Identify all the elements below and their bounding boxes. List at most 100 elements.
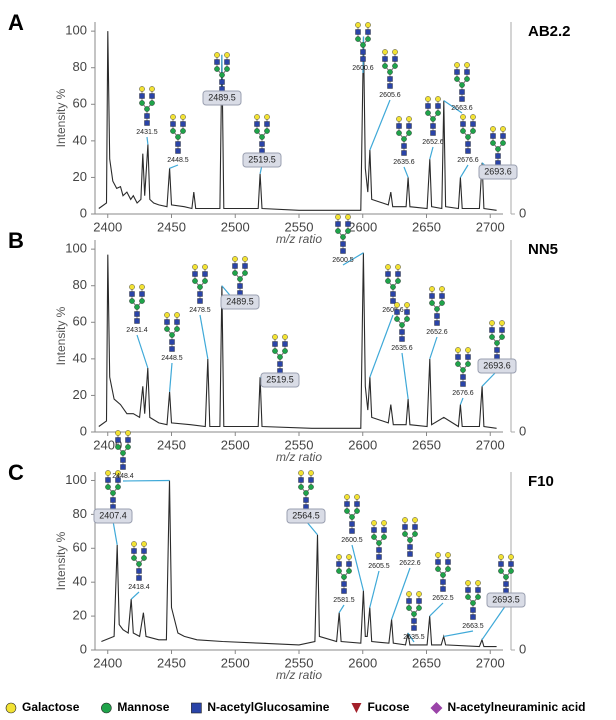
glcnac-symbol	[411, 618, 417, 624]
sugar-symbol	[381, 534, 387, 540]
peak-label: 2676.6	[457, 157, 479, 164]
sugar-symbol	[139, 86, 145, 92]
glycan-icon	[214, 52, 230, 92]
glcnac-symbol	[376, 547, 382, 553]
sugar-symbol	[308, 470, 314, 476]
x-tick-label: 2400	[93, 219, 122, 234]
panel-name: AB2.2	[528, 23, 571, 40]
sugar-symbol	[416, 605, 422, 611]
peak-label: 2407.4	[99, 510, 127, 520]
peak-label: 2448.5	[167, 157, 189, 164]
glycan-icon	[355, 22, 371, 62]
sugar-symbol	[174, 312, 180, 318]
leader-line	[136, 334, 149, 369]
sugar-symbol	[115, 430, 121, 436]
x-tick-label: 2400	[93, 655, 122, 670]
x-axis-label: m/z ratio	[276, 232, 322, 246]
glycan-icon	[490, 126, 506, 166]
sugar-symbol	[489, 320, 495, 326]
glycan-icon	[455, 347, 471, 387]
glcnac-symbol	[434, 320, 440, 326]
y-tick-label: 60	[73, 314, 87, 329]
glcnac-symbol	[385, 271, 391, 277]
glcnac-symbol	[401, 150, 407, 156]
sugar-symbol	[399, 322, 405, 328]
sugar-symbol	[224, 66, 230, 72]
glcnac-symbol	[454, 69, 460, 75]
glcnac-symbol	[429, 293, 435, 299]
glcnac-symbol	[264, 121, 270, 127]
sugar-symbol	[392, 49, 398, 55]
sugar-symbol	[164, 326, 170, 332]
x-tick-label: 2600	[348, 655, 377, 670]
x-axis-label: m/z ratio	[276, 450, 322, 464]
glycan-icon	[394, 302, 410, 342]
sugar-symbol	[490, 126, 496, 132]
leader-line	[429, 146, 434, 160]
sugar-symbol	[298, 470, 304, 476]
sugar-symbol	[381, 520, 387, 526]
x-axis-label: m/z ratio	[276, 668, 322, 682]
glcnac-symbol	[344, 501, 350, 507]
peak-label: 2635.6	[393, 159, 415, 166]
sugar-symbol	[475, 594, 481, 600]
sugar-symbol	[259, 134, 265, 140]
sugar-symbol	[464, 62, 470, 68]
glycan-icon	[139, 86, 155, 126]
y-tick-label: 100	[65, 241, 87, 256]
sugar-symbol	[412, 517, 418, 523]
glcnac-symbol	[399, 336, 405, 342]
sugar-symbol	[402, 531, 408, 537]
sugar-symbol	[115, 444, 121, 450]
sugar-symbol	[149, 100, 155, 106]
glycan-icon	[402, 517, 418, 557]
sugar-symbol	[277, 354, 283, 360]
glycan-icon	[164, 312, 180, 352]
y-tick-label: 20	[73, 387, 87, 402]
glcnac-symbol	[105, 477, 111, 483]
sugar-symbol	[355, 36, 361, 42]
peak-label: 2478.5	[189, 307, 211, 314]
sugar-symbol	[459, 82, 465, 88]
glcnac-symbol	[390, 298, 396, 304]
glcnac-symbol	[139, 291, 145, 297]
glcnac-symbol	[392, 56, 398, 62]
sugar-symbol	[336, 568, 342, 574]
leader-line	[351, 544, 364, 591]
glycan-icon	[429, 286, 445, 326]
sugar-symbol	[115, 484, 121, 490]
glcnac-symbol	[259, 141, 265, 147]
label-box	[220, 294, 260, 310]
glcnac-symbol	[115, 477, 121, 483]
legend-symbol	[351, 703, 362, 713]
x-tick-label: 2550	[285, 219, 314, 234]
glcnac-symbol	[197, 298, 203, 304]
sugar-symbol	[264, 128, 270, 134]
sugar-symbol	[470, 114, 476, 120]
glycan-icon	[254, 114, 270, 154]
glcnac-symbol	[169, 339, 175, 345]
glcnac-symbol	[500, 133, 506, 139]
sugar-symbol	[170, 128, 176, 134]
sugar-symbol	[129, 284, 135, 290]
peak-label: 2489.5	[226, 296, 254, 306]
glcnac-symbol	[465, 141, 471, 147]
glcnac-symbol	[503, 581, 509, 587]
glcnac-symbol	[402, 524, 408, 530]
sugar-symbol	[365, 22, 371, 28]
peak-label: 2600.5	[341, 537, 363, 544]
glcnac-symbol	[455, 354, 461, 360]
glcnac-symbol	[401, 143, 407, 149]
sugar-symbol	[435, 566, 441, 572]
peak-label: 2635.6	[391, 345, 413, 352]
sugar-symbol	[298, 484, 304, 490]
sugar-symbol	[401, 136, 407, 142]
glcnac-symbol	[490, 133, 496, 139]
glcnac-symbol	[440, 579, 446, 585]
sugar-symbol	[499, 334, 505, 340]
peak-label: 2489.5	[208, 92, 236, 102]
glcnac-symbol	[120, 464, 126, 470]
sugar-symbol	[402, 517, 408, 523]
glcnac-symbol	[272, 341, 278, 347]
x-tick-label: 2700	[476, 655, 505, 670]
